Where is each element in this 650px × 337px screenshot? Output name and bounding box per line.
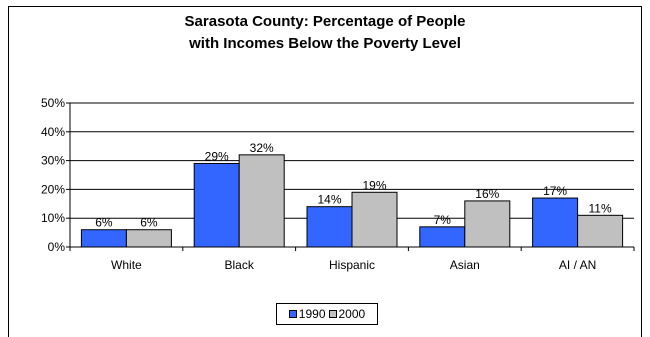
x-tick-label: White [111, 258, 142, 272]
y-tick-label: 50% [41, 96, 65, 110]
x-tick-label: AI / AN [559, 258, 596, 272]
data-label: 11% [589, 201, 612, 215]
y-tick-label: 40% [41, 125, 65, 139]
bar-1990-black [193, 162, 240, 248]
chart-frame [8, 6, 642, 337]
data-label: 7% [434, 213, 452, 227]
bar-2000-hispanic [351, 191, 398, 248]
bar-2000-asian [464, 200, 511, 248]
legend-label-2000: 2000 [338, 307, 366, 321]
legend-label-1990: 1990 [298, 307, 326, 321]
legend-item-2000: 2000 [328, 307, 366, 321]
data-label: 32% [250, 141, 274, 155]
legend: 1990 2000 [276, 303, 378, 325]
bar-2000-black [238, 154, 285, 248]
data-label: 6% [95, 216, 113, 230]
data-label: 17% [543, 184, 567, 198]
data-label: 6% [140, 216, 158, 230]
bar-1990-ai-an [532, 197, 579, 248]
x-tick-label: Hispanic [329, 258, 375, 272]
data-label: 19% [362, 178, 386, 192]
legend-swatch-2000 [328, 310, 337, 318]
bar-1990-asian [419, 226, 466, 248]
y-tick-label: 30% [41, 154, 65, 168]
data-label: 14% [317, 193, 341, 207]
y-tick-label: 0% [48, 240, 66, 254]
y-tick-label: 20% [41, 182, 65, 196]
bar-1990-hispanic [306, 206, 353, 248]
y-tick-label: 10% [41, 211, 65, 225]
bar-2000-ai-an [577, 214, 624, 248]
bar-1990-white [80, 229, 127, 248]
chart-title-line-1: Sarasota County: Percentage of People [184, 13, 466, 30]
data-label: 29% [205, 149, 229, 163]
data-label: 16% [475, 187, 499, 201]
legend-swatch-1990 [288, 310, 297, 318]
chart-title-line-2: with Incomes Below the Poverty Level [189, 35, 461, 52]
legend-item-1990: 1990 [288, 307, 326, 321]
x-tick-label: Asian [450, 258, 480, 272]
x-tick-label: Black [225, 258, 255, 272]
bar-2000-white [125, 229, 172, 248]
